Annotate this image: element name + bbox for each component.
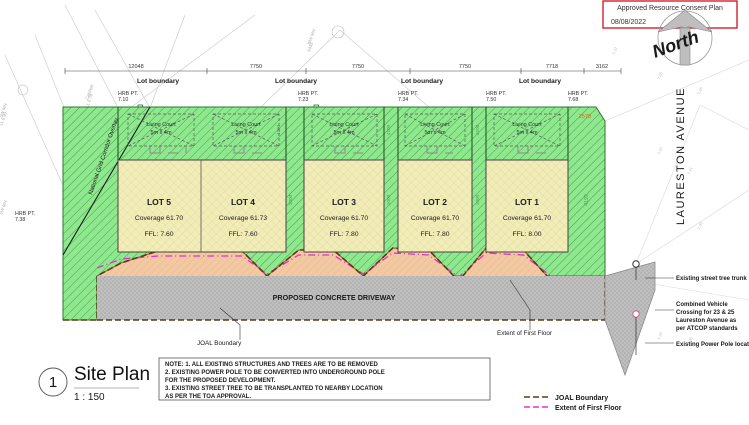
svg-text:FFL: 8.00: FFL: 8.00 [512,231,541,238]
svg-text:1: 1 [49,374,57,391]
svg-text:1000: 1000 [386,194,392,205]
svg-text:7.20: 7.20 [656,331,664,341]
svg-text:LOT 5: LOT 5 [147,197,171,207]
svg-text:Lot boundary: Lot boundary [519,78,561,85]
svg-text:LOT 2: LOT 2 [423,197,447,207]
svg-text:7750: 7750 [250,64,262,70]
svg-text:LOT 1: LOT 1 [515,197,539,207]
svg-text:5m x 4m: 5m x 4m [424,130,446,136]
svg-text:Living Court: Living Court [329,122,359,128]
svg-text:Site Plan: Site Plan [74,364,150,385]
svg-text:5m x 4m: 5m x 4m [516,130,538,136]
svg-text:7.37: 7.37 [611,46,619,56]
svg-text:FFL: 7.80: FFL: 7.80 [420,231,449,238]
svg-text:Existing street tree trunk: Existing street tree trunk [676,276,747,282]
svg-text:Living Court: Living Court [146,122,176,128]
svg-text:7718: 7718 [546,64,558,70]
svg-text:FFL: 7.60: FFL: 7.60 [228,231,257,238]
svg-text:7750: 7750 [459,64,471,70]
svg-text:7.38: 7.38 [15,217,25,223]
svg-text:LAURESTON AVENUE: LAURESTON AVENUE [675,87,687,225]
svg-text:Coverage 61.70: Coverage 61.70 [411,215,460,222]
svg-text:7.23: 7.23 [298,97,308,103]
svg-text:Approved Resource Consent Plan: Approved Resource Consent Plan [617,5,723,12]
svg-text:4200: 4200 [475,124,481,135]
svg-text:LOT 3: LOT 3 [332,197,356,207]
svg-text:1000: 1000 [288,194,294,205]
svg-text:4192: 4192 [584,194,590,206]
svg-text:North: North [650,27,702,62]
svg-text:Living Court: Living Court [512,122,542,128]
svg-text:Crossing for 23 & 25: Crossing for 23 & 25 [676,310,735,316]
svg-text:7.50: 7.50 [486,97,496,103]
svg-text:1 : 150: 1 : 150 [74,392,105,403]
svg-text:7.34: 7.34 [398,97,408,103]
svg-text:7.68: 7.68 [568,97,578,103]
svg-text:JOAL Boundary: JOAL Boundary [555,395,608,402]
svg-text:per ATCOP standards: per ATCOP standards [676,326,738,332]
svg-text:Coverage 61.70: Coverage 61.70 [320,215,369,222]
svg-text:Coverage 61.73: Coverage 61.73 [219,215,268,222]
svg-text:FOR THE PROPOSED DEVELOPMENT.: FOR THE PROPOSED DEVELOPMENT. [165,378,276,384]
svg-text:JOAL Boundary: JOAL Boundary [197,340,242,347]
svg-text:3. EXISTING STREET TREE TO BE: 3. EXISTING STREET TREE TO BE TRANSPLANT… [165,386,383,392]
svg-text:Living Court: Living Court [420,122,450,128]
svg-text:AS PER THE TOA APPROVAL.: AS PER THE TOA APPROVAL. [165,394,251,400]
svg-text:5m x 4m: 5m x 4m [333,130,355,136]
svg-text:PROPOSED CONCRETE DRIVEWAY: PROPOSED CONCRETE DRIVEWAY [273,293,396,302]
svg-text:Laureston Avenue as: Laureston Avenue as [676,318,737,324]
svg-text:12048: 12048 [128,64,143,70]
svg-text:Extent of First Floor: Extent of First Floor [497,330,552,337]
svg-text:7.45: 7.45 [656,71,664,81]
svg-text:1000: 1000 [475,194,481,205]
svg-text:Coverage 61.70: Coverage 61.70 [135,215,184,222]
svg-text:Combined Vehicle: Combined Vehicle [676,302,728,308]
svg-text:5m x 4m: 5m x 4m [150,130,172,136]
svg-text:7.41: 7.41 [686,166,694,176]
svg-text:7.40: 7.40 [656,146,664,156]
svg-text:Extent of First Floor: Extent of First Floor [555,405,622,412]
svg-text:7.10: 7.10 [118,97,128,103]
svg-text:7.46: 7.46 [696,86,704,96]
svg-text:Living Court: Living Court [231,122,261,128]
svg-text:FFL: 7.60: FFL: 7.60 [144,231,173,238]
svg-text:Lot boundary: Lot boundary [275,78,317,85]
svg-text:SW MH: SW MH [0,200,8,216]
svg-text:Coverage 61.70: Coverage 61.70 [503,215,552,222]
svg-text:08/08/2022: 08/08/2022 [611,19,646,26]
svg-text:NOTE: 1. ALL EXISTING STRUCTUR: NOTE: 1. ALL EXISTING STRUCTURES AND TRE… [165,362,378,368]
svg-text:3162: 3162 [596,64,608,70]
svg-text:Lot boundary: Lot boundary [401,78,443,85]
svg-text:7750: 7750 [352,64,364,70]
svg-text:LOT 4: LOT 4 [231,197,255,207]
svg-text:5m x 4m: 5m x 4m [235,130,257,136]
svg-text:2. EXISTING POWER POLE TO BE C: 2. EXISTING POWER POLE TO BE CONVERTED I… [165,370,385,376]
svg-text:7.30: 7.30 [696,221,704,231]
svg-text:FFL: 7.80: FFL: 7.80 [329,231,358,238]
svg-text:2578: 2578 [579,114,591,120]
svg-text:Existing Power Pole location: Existing Power Pole location [676,342,749,348]
svg-text:Lot boundary: Lot boundary [137,78,179,85]
svg-text:4200: 4200 [386,124,392,135]
